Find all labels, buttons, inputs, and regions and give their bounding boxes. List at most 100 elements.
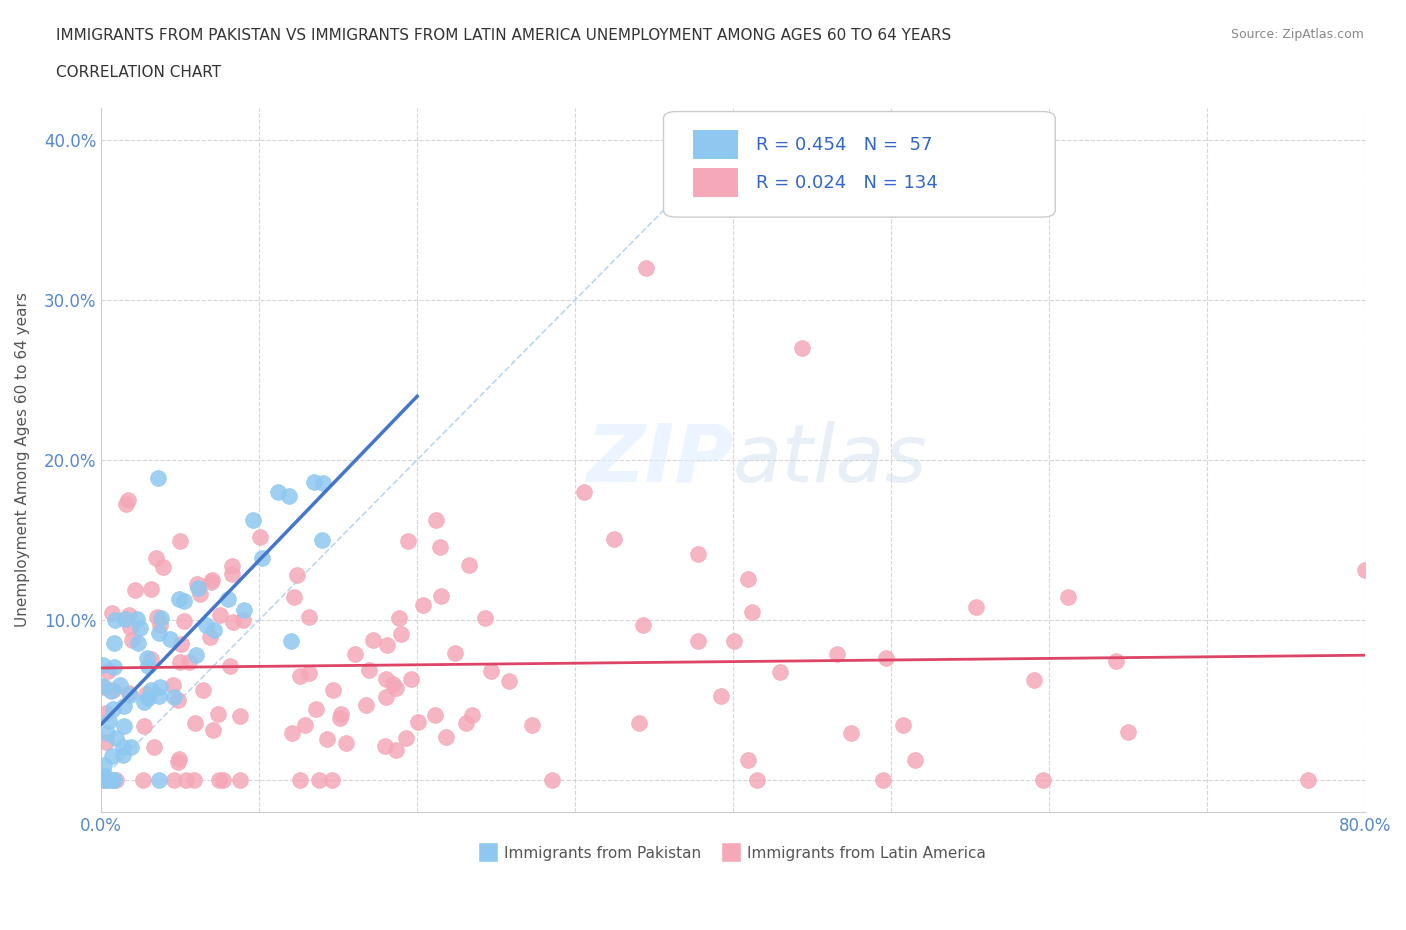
Point — [141, 651, 163, 666]
Point — [104, 613, 127, 628]
Point — [93, 680, 115, 695]
Point — [1032, 772, 1054, 787]
Point — [167, 591, 190, 606]
Point — [436, 729, 458, 744]
Point — [97, 772, 120, 787]
Point — [374, 671, 396, 686]
Point — [91, 772, 114, 787]
Point — [207, 706, 229, 721]
Point — [228, 772, 250, 787]
Point — [252, 551, 274, 565]
Point — [101, 749, 124, 764]
Point — [308, 772, 330, 787]
Point — [191, 683, 214, 698]
Point — [429, 589, 451, 604]
Point — [769, 664, 792, 679]
Point — [201, 573, 224, 588]
Point — [94, 735, 117, 750]
Point — [149, 618, 172, 632]
Point — [167, 755, 190, 770]
Point — [117, 493, 139, 508]
Point — [267, 485, 290, 499]
Point — [232, 613, 254, 628]
Point — [124, 583, 146, 598]
FancyBboxPatch shape — [693, 130, 738, 159]
Point — [105, 730, 128, 745]
Point — [1057, 590, 1080, 604]
Point — [170, 637, 193, 652]
Point — [361, 632, 384, 647]
Point — [344, 646, 367, 661]
Point — [965, 600, 987, 615]
Point — [686, 546, 709, 561]
Point — [288, 772, 311, 787]
Point — [115, 497, 138, 512]
Point — [141, 683, 163, 698]
Point — [302, 474, 325, 489]
Point — [311, 475, 333, 490]
Point — [408, 714, 430, 729]
Point — [163, 690, 186, 705]
Point — [872, 772, 894, 787]
Point — [389, 626, 412, 641]
Point — [221, 558, 243, 573]
Point — [375, 690, 398, 705]
Point — [356, 698, 378, 712]
Point — [169, 534, 191, 549]
Point — [249, 530, 271, 545]
Point — [311, 533, 333, 548]
Point — [167, 692, 190, 707]
Point — [96, 725, 118, 740]
Point — [93, 757, 115, 772]
Point — [481, 664, 503, 679]
Point — [745, 772, 768, 787]
Point — [148, 626, 170, 641]
Point — [322, 683, 344, 698]
Point — [399, 671, 422, 686]
Point — [458, 557, 481, 572]
Point — [208, 607, 231, 622]
Point — [136, 658, 159, 673]
Point — [498, 673, 520, 688]
Point — [603, 532, 626, 547]
Point — [190, 587, 212, 602]
Point — [148, 772, 170, 787]
Point — [1104, 654, 1126, 669]
Point — [357, 663, 380, 678]
Point — [412, 597, 434, 612]
Legend: Immigrants from Pakistan, Immigrants from Latin America: Immigrants from Pakistan, Immigrants fro… — [475, 839, 991, 868]
Point — [98, 713, 121, 728]
Point — [103, 772, 125, 787]
Point — [212, 772, 235, 787]
Point — [385, 743, 408, 758]
Point — [146, 471, 169, 485]
Point — [150, 610, 173, 625]
Point — [288, 668, 311, 683]
Point — [1116, 724, 1139, 739]
Point — [94, 768, 117, 783]
Text: IMMIGRANTS FROM PAKISTAN VS IMMIGRANTS FROM LATIN AMERICA UNEMPLOYMENT AMONG AGE: IMMIGRANTS FROM PAKISTAN VS IMMIGRANTS F… — [56, 28, 952, 43]
Point — [474, 611, 496, 626]
Point — [636, 260, 658, 275]
Text: Source: ZipAtlas.com: Source: ZipAtlas.com — [1230, 28, 1364, 41]
Point — [200, 574, 222, 589]
Point — [93, 678, 115, 693]
Point — [184, 716, 207, 731]
Point — [335, 736, 357, 751]
Point — [173, 614, 195, 629]
Point — [112, 719, 135, 734]
Point — [444, 645, 467, 660]
Point — [125, 612, 148, 627]
Point — [101, 605, 124, 620]
Point — [112, 748, 135, 763]
Point — [132, 772, 155, 787]
Point — [173, 593, 195, 608]
Point — [385, 681, 408, 696]
Point — [628, 716, 651, 731]
Point — [710, 688, 733, 703]
Point — [229, 709, 252, 724]
Point — [101, 772, 124, 787]
Point — [460, 708, 482, 723]
Point — [217, 591, 239, 606]
Point — [904, 752, 927, 767]
